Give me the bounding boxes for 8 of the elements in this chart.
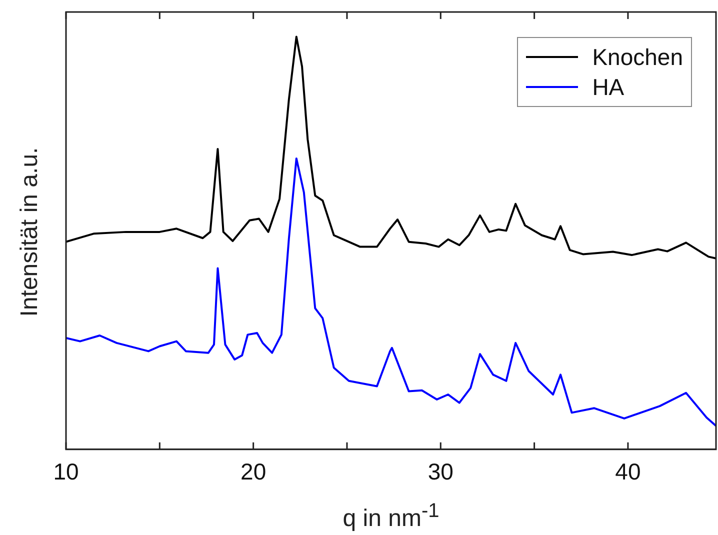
x-axis-title: q in nm$^{-1}$ — [342, 500, 440, 533]
y-axis-title: Intensität in a.u. — [16, 147, 44, 317]
x-tick-label: 40 — [615, 458, 641, 485]
legend-label: HA — [592, 74, 624, 100]
x-tick-label: 10 — [53, 458, 79, 485]
x-tick-label: 30 — [428, 458, 454, 485]
x-tick-label: 20 — [240, 458, 266, 485]
legend-label: Knochen — [592, 44, 683, 70]
